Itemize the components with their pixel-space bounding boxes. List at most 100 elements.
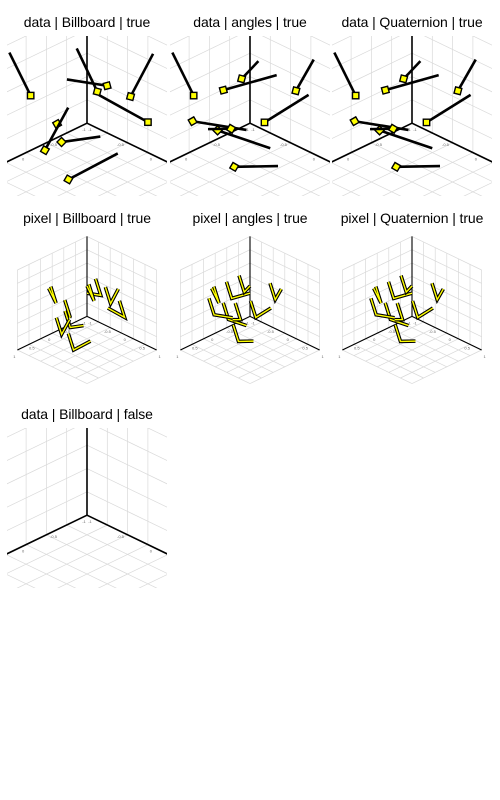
- grid-line: [17, 349, 88, 384]
- x-axis-spine: [411, 122, 492, 163]
- grid-line: [17, 249, 88, 284]
- marker-square: [387, 123, 399, 135]
- x-tick-label: -0.5: [117, 534, 125, 539]
- grid-line: [170, 162, 240, 196]
- grid-line: [86, 122, 167, 163]
- grid-line: [249, 236, 320, 271]
- grid-line: [371, 142, 483, 196]
- marker-fill: [394, 302, 404, 321]
- data-marker: [349, 115, 409, 132]
- subplot-title: pixel | Billboard | true: [23, 210, 151, 226]
- marker-fill: [238, 275, 251, 294]
- marker-fill: [208, 298, 233, 319]
- grid-line: [98, 36, 167, 69]
- data-marker: [210, 286, 221, 304]
- x-tick-label: 0: [287, 337, 290, 342]
- y-tick-label: -0.5: [388, 329, 396, 334]
- grid-line: [97, 162, 167, 196]
- marker-square: [228, 161, 240, 173]
- grid-line: [7, 52, 88, 93]
- y-tick-label: -1: [245, 320, 249, 325]
- grid-line: [86, 444, 167, 485]
- subplot-title: data | Billboard | true: [23, 14, 151, 30]
- y-tick-label: -0.5: [375, 142, 383, 147]
- data-marker: [171, 51, 198, 100]
- data-marker: [8, 51, 35, 100]
- data-marker: [208, 123, 237, 135]
- x-tick-label: 1: [321, 354, 324, 359]
- data-marker: [370, 123, 399, 135]
- marker-fill: [249, 300, 272, 319]
- y-tick-label: -1: [245, 127, 249, 132]
- grid-line: [7, 514, 88, 555]
- grid-line: [342, 249, 413, 284]
- grid-line: [28, 344, 99, 379]
- x-tick-label: 0.5: [302, 346, 308, 351]
- grid-line: [7, 574, 87, 588]
- grid-line: [57, 544, 149, 588]
- marker-stick: [217, 129, 271, 150]
- grid-line: [180, 249, 251, 284]
- grid-line: [25, 544, 117, 588]
- subplot-title: data | Billboard | false: [21, 406, 153, 422]
- grid-line: [423, 36, 492, 69]
- data-marker: [383, 302, 410, 328]
- grid-line: [170, 52, 251, 93]
- x-tick-label: 1: [483, 354, 486, 359]
- marker-stick: [384, 73, 440, 92]
- marker-outline: [237, 275, 252, 296]
- y-tick-label: 0: [211, 337, 214, 342]
- marker-square: [55, 136, 68, 148]
- grid-line: [7, 428, 76, 461]
- grid-line: [7, 554, 77, 588]
- x-tick-label: -0.5: [280, 142, 288, 147]
- x-tick-label: 0: [449, 337, 452, 342]
- marker-square: [102, 80, 112, 91]
- marker-stick: [129, 53, 155, 98]
- data-marker: [66, 332, 92, 353]
- data-marker: [394, 302, 405, 322]
- data-marker: [75, 47, 103, 97]
- grid-line: [301, 182, 330, 196]
- subplot-5: pixel | angles | true -1 -1 -0.5 -0.5 0 0 0.5 0…: [170, 196, 330, 392]
- grid-line: [249, 249, 320, 284]
- data-marker: [393, 324, 416, 344]
- grid-line: [179, 142, 291, 196]
- y-axis-spine: [170, 122, 251, 163]
- y-tick-label: -0.5: [213, 142, 221, 147]
- grid-line: [341, 142, 453, 196]
- grid-line: [350, 152, 442, 196]
- marker-fill: [384, 302, 409, 327]
- grid-line: [411, 349, 482, 384]
- x-tick-label: -0.5: [429, 329, 437, 334]
- data-marker: [372, 286, 383, 304]
- data-marker: [55, 135, 101, 148]
- y-tick-label: 0: [185, 157, 188, 162]
- grid-line: [180, 236, 251, 271]
- x-tick-label: 0: [150, 157, 153, 162]
- grid-line: [342, 236, 413, 271]
- subplot-title: data | Quaternion | true: [341, 14, 483, 30]
- marker-square: [26, 91, 35, 100]
- grid-line: [249, 349, 320, 384]
- marker-stick: [61, 135, 101, 144]
- marker-square: [260, 118, 269, 127]
- grid-line: [86, 514, 167, 555]
- grid-line: [87, 574, 167, 588]
- marker-square: [212, 124, 224, 136]
- marker-stick: [456, 58, 477, 92]
- grid-line: [170, 36, 239, 69]
- data-marker: [63, 310, 84, 330]
- data-marker: [268, 282, 283, 305]
- x-tick-label: -0.5: [267, 329, 275, 334]
- subplot-title: pixel | Quaternion | true: [340, 210, 484, 226]
- marker-outline: [399, 275, 414, 296]
- grid-line: [250, 182, 330, 196]
- marker-stick: [67, 152, 119, 181]
- data-marker: [218, 73, 278, 95]
- marker-stick: [234, 164, 279, 169]
- grid-line: [191, 344, 262, 379]
